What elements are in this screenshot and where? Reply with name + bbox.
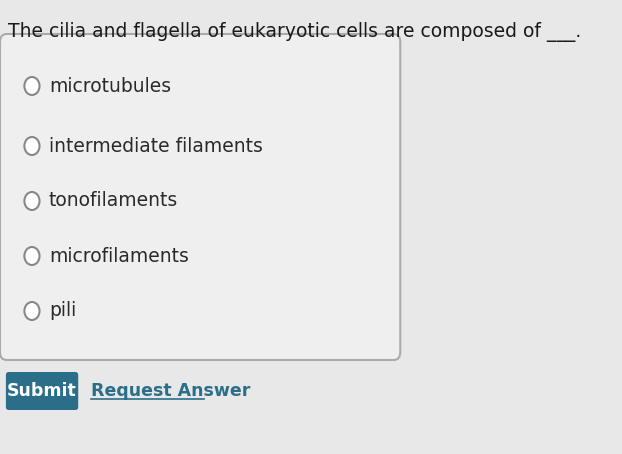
- Circle shape: [24, 247, 40, 265]
- Text: tonofilaments: tonofilaments: [49, 192, 178, 211]
- FancyBboxPatch shape: [0, 34, 401, 360]
- Text: Submit: Submit: [7, 382, 77, 400]
- Text: The cilia and flagella of eukaryotic cells are composed of ___.: The cilia and flagella of eukaryotic cel…: [9, 22, 582, 42]
- Text: microfilaments: microfilaments: [49, 247, 188, 266]
- Text: intermediate filaments: intermediate filaments: [49, 137, 262, 156]
- FancyBboxPatch shape: [6, 372, 78, 410]
- Text: microtubules: microtubules: [49, 77, 171, 95]
- Text: Request Answer: Request Answer: [91, 382, 250, 400]
- Text: pili: pili: [49, 301, 76, 321]
- Circle shape: [24, 137, 40, 155]
- Circle shape: [24, 302, 40, 320]
- Circle shape: [24, 192, 40, 210]
- Circle shape: [24, 77, 40, 95]
